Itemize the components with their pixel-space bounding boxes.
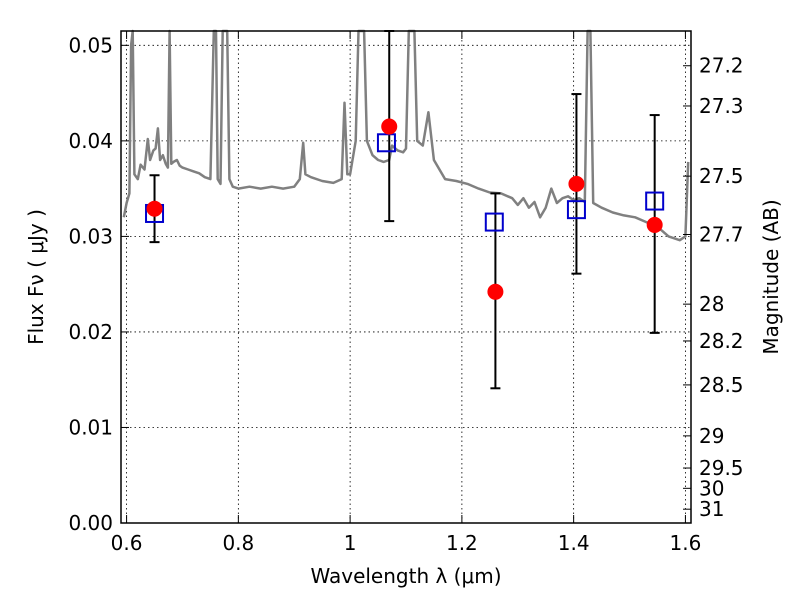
model-point [566,200,586,220]
y2-tick-label: 28.2 [699,329,744,353]
y-tick-label: 0.05 [68,33,113,57]
x-tick-label: 1.2 [446,531,478,555]
x-tick-label: 1 [344,531,357,555]
axes-ticks: 0.6 0.8 1 1.2 1.4 1.6 0.00 0.01 0.02 0.03 0.04 0.05… [68,31,744,555]
y-tick-label: 0.03 [68,224,113,248]
y-tick-label: 0.04 [68,129,113,153]
x-tick-label: 1.4 [558,531,590,555]
x-tick-label: 1.6 [670,531,702,555]
observed-points [146,118,663,300]
y2-tick-label: 27.2 [699,54,744,78]
observed-point [146,200,163,217]
observed-point [568,175,585,192]
y2-tick-label: 31 [699,497,724,521]
y2-tick-label: 27.5 [699,164,744,188]
x-tick-label: 0.8 [222,531,254,555]
y-tick-label: 0.01 [68,415,113,439]
y-tick-label: 0.00 [68,511,113,535]
observed-point [381,118,398,135]
y2-tick-label: 29 [699,424,724,448]
x-axis-label: Wavelength λ (μm) [310,564,501,588]
y2-tick-label: 28.5 [699,373,744,397]
model-point [484,212,504,232]
y2-tick-label: 27.7 [699,222,744,246]
error-bars [149,30,660,390]
observed-point [646,216,663,233]
y-tick-label: 0.02 [68,320,113,344]
y-axis-label: Flux Fν ( μJy ) [24,209,48,345]
template-spectrum [122,29,690,242]
model-point [645,191,665,211]
model-points [145,133,665,232]
y2-axis-label: Magnitude (AB) [759,199,783,354]
template-spectrum-line [122,29,690,242]
plot-frame [120,30,692,524]
y2-tick-label: 29.5 [699,456,744,480]
y2-tick-label: 27.3 [699,94,744,118]
y2-tick-label: 28 [699,292,724,316]
x-tick-label: 0.6 [111,531,143,555]
y2-tick-label: 30 [699,476,724,500]
observed-point [487,283,504,300]
model-point [376,133,396,153]
